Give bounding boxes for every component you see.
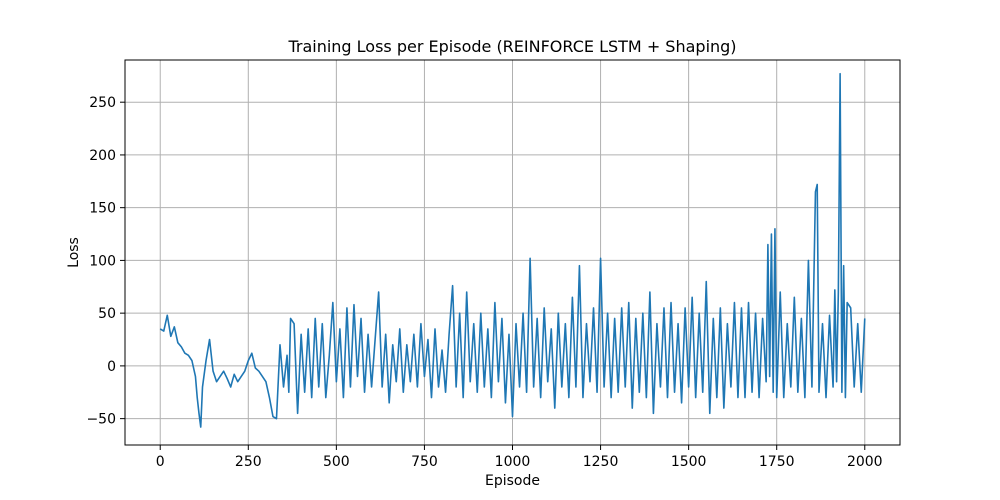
grid: [125, 60, 900, 445]
x-tick-label: 0: [156, 454, 165, 470]
y-tick-label: 200: [89, 148, 116, 164]
x-tick-label: 1250: [583, 454, 619, 470]
x-axis-label: Episode: [485, 473, 540, 489]
x-tick-label: 500: [323, 454, 350, 470]
loss-series-line: [159, 72, 866, 428]
y-tick-label: −50: [86, 412, 116, 428]
y-tick-label: 250: [89, 95, 116, 111]
y-axis-label: Loss: [66, 237, 82, 268]
x-tick-label: 250: [235, 454, 262, 470]
y-tick-label: 0: [107, 359, 116, 375]
x-tick-label: 1500: [671, 454, 707, 470]
y-tick-label: 150: [89, 201, 116, 217]
x-tick-label: 750: [411, 454, 438, 470]
chart-title: Training Loss per Episode (REINFORCE LST…: [287, 37, 736, 56]
y-tick-label: 100: [89, 253, 116, 269]
x-tick-label: 1000: [495, 454, 531, 470]
x-tick-label: 1750: [759, 454, 795, 470]
y-tick-label: 50: [98, 306, 116, 322]
x-tick-label: 2000: [847, 454, 883, 470]
